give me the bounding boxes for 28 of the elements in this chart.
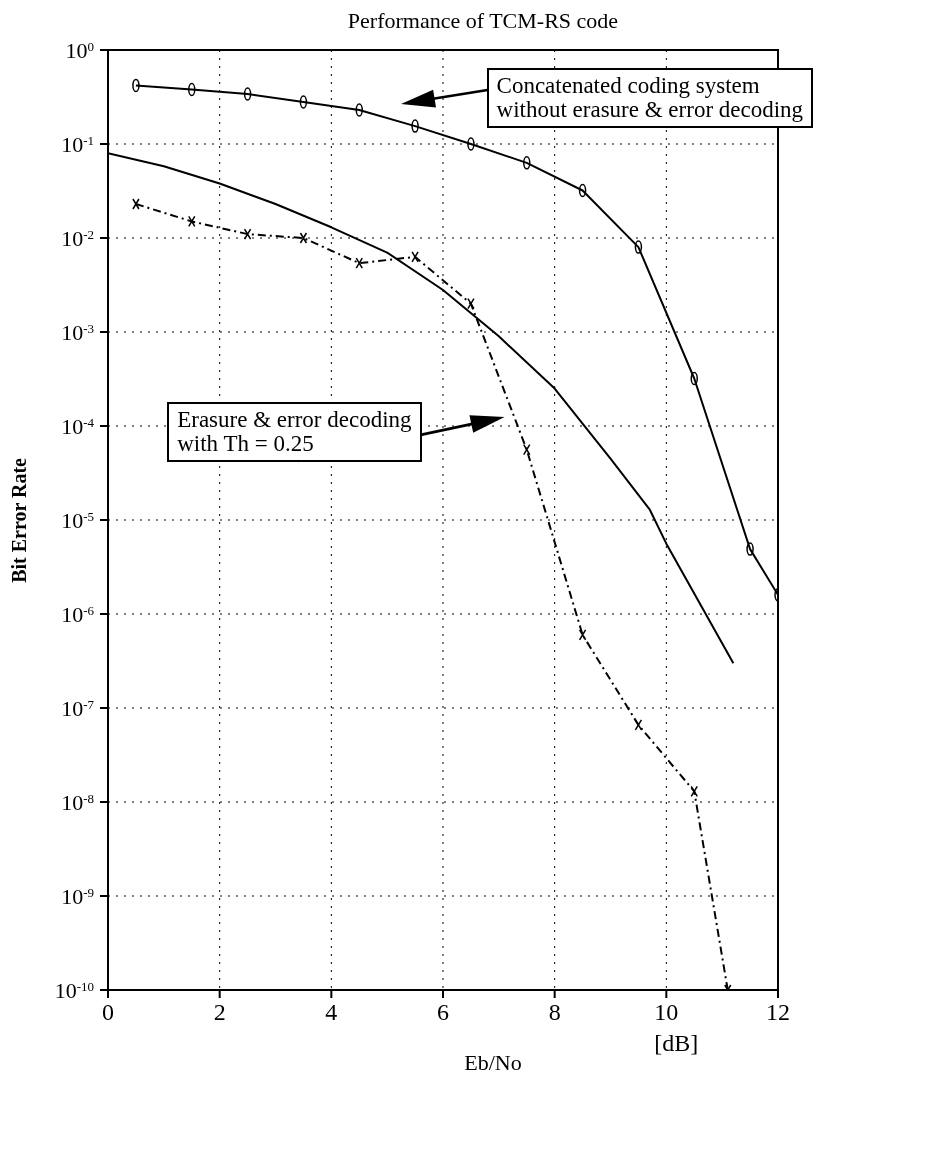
- point: [578, 629, 587, 641]
- text: [dB]: [654, 1030, 699, 1057]
- y-axis-title: Bit Error Rate: [8, 457, 31, 583]
- x-tick-label: 0: [102, 999, 114, 1025]
- point: [243, 228, 252, 240]
- x-tick-label: 6: [437, 999, 449, 1025]
- annotation: Concatenated coding system without erasure & error decoding: [496, 72, 804, 122]
- point: [634, 719, 643, 731]
- x-axis-title: Eb/No: [464, 1050, 522, 1075]
- y-tick-label: 10$^{-1}$: [61, 132, 94, 157]
- chart-title: Performance of TCM-RS code: [346, 8, 620, 34]
- point: [299, 232, 308, 244]
- x-tick-label: 12: [766, 999, 790, 1025]
- y-tick-label: 10$^{0}$: [65, 38, 94, 63]
- y-tick-label: 10$^{-7}$: [61, 696, 95, 721]
- y-tick-label: 10$^{-4}$: [61, 414, 95, 439]
- x-tick-label: 2: [213, 999, 226, 1025]
- x-tick-label: 10: [654, 999, 679, 1025]
- y-tick-label: 10$^{-8}$: [61, 790, 94, 815]
- x-tick-label: 8: [548, 999, 561, 1025]
- y-tick-label: 10$^{-6}$: [61, 602, 95, 627]
- y-tick-label: 10$^{-9}$: [61, 884, 94, 909]
- y-tick-label: 10$^{-3}$: [61, 320, 94, 345]
- annotation: Erasure & error decoding with Th = 0.25: [177, 407, 412, 457]
- y-tick-label: 10$^{-2}$: [61, 226, 94, 251]
- y-tick-label: 10$^{-10}$: [54, 978, 94, 1003]
- y-tick-label: 10$^{-5}$: [61, 508, 94, 533]
- x-tick-label: 4: [325, 999, 338, 1025]
